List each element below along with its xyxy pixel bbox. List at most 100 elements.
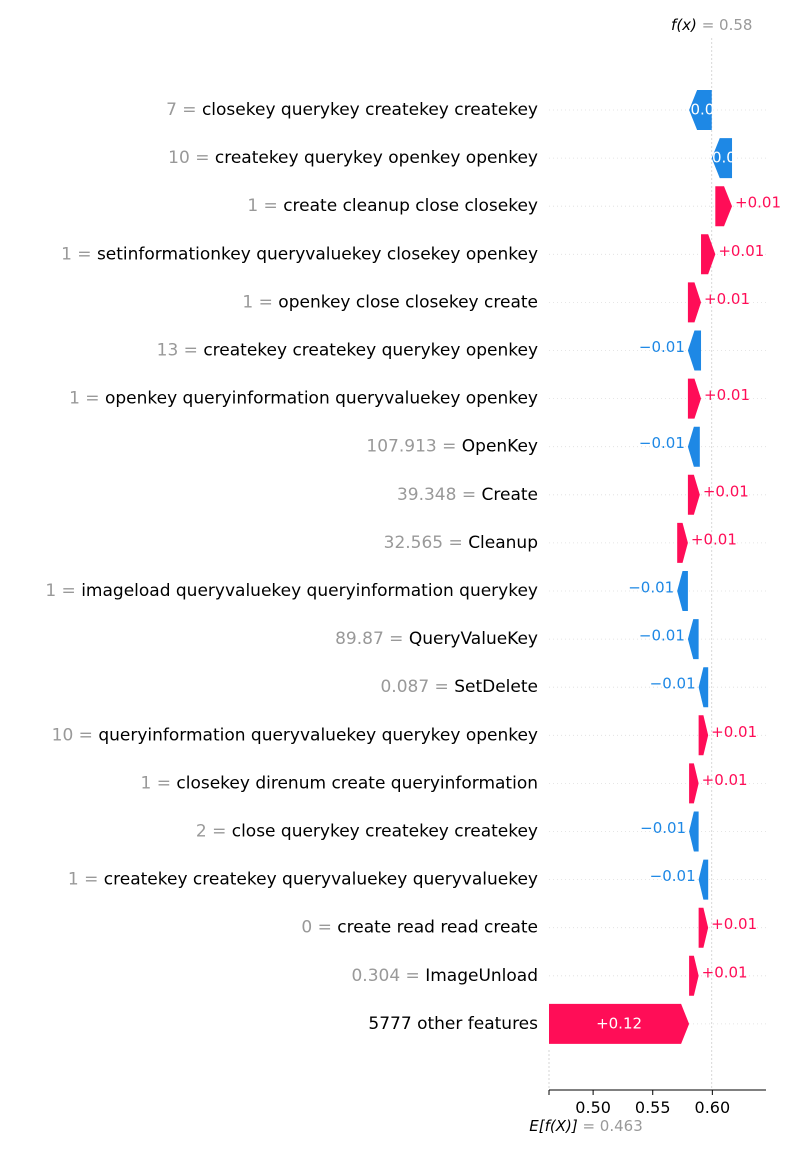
feature-value: 0.304 = bbox=[351, 966, 425, 986]
bar-value-label: +0.01 bbox=[711, 915, 757, 933]
annotations: f(x) = 0.58 E[f(X)] = 0.463 bbox=[529, 16, 752, 1135]
feature-name: openkey queryinformation queryvaluekey o… bbox=[105, 389, 538, 409]
bars: 0.0 0.0 +0.01 +0.01 +0.01 −0.01 +0.01 −0.01 +0.0… bbox=[549, 90, 781, 1044]
feature-value: 1 = bbox=[68, 870, 104, 890]
feature-label: 1 = imageload queryvaluekey queryinforma… bbox=[45, 581, 538, 601]
feature-name: close querykey createkey createkey bbox=[232, 822, 538, 842]
feature-label: 10 = queryinformation queryvaluekey quer… bbox=[52, 725, 538, 745]
bar bbox=[689, 763, 699, 804]
fx-value: = 0.58 bbox=[697, 16, 753, 34]
feature-value: 1 = bbox=[242, 292, 278, 312]
bar-value-label: +0.01 bbox=[711, 723, 757, 741]
feature-label: 0.304 = ImageUnload bbox=[351, 966, 538, 986]
bar bbox=[689, 955, 699, 996]
feature-label: 0.087 = SetDelete bbox=[380, 677, 538, 697]
feature-name: QueryValueKey bbox=[409, 629, 538, 649]
feature-label: 32.565 = Cleanup bbox=[384, 533, 538, 553]
gridlines bbox=[548, 38, 766, 1090]
feature-label: 7 = closekey querykey createkey createke… bbox=[166, 100, 538, 120]
feature-name: create cleanup close closekey bbox=[283, 196, 538, 216]
feature-value: 1 = bbox=[45, 581, 81, 601]
feature-value: 2 = bbox=[196, 822, 232, 842]
feature-label: 0 = create read read create bbox=[301, 918, 538, 938]
bar-value-label: −0.01 bbox=[640, 819, 686, 837]
bar bbox=[689, 90, 712, 130]
bar-value-label: +0.01 bbox=[703, 482, 749, 500]
bar bbox=[687, 378, 702, 419]
bar-value-label: +0.01 bbox=[704, 386, 750, 404]
bar bbox=[687, 426, 700, 467]
bar-value-label: −0.01 bbox=[650, 867, 696, 885]
feature-name: imageload queryvaluekey queryinformation… bbox=[81, 581, 538, 601]
x-tick-label: 0.60 bbox=[695, 1098, 731, 1117]
feature-name: setinformationkey queryvaluekey closekey… bbox=[97, 244, 538, 264]
feature-label: 1 = create cleanup close closekey bbox=[247, 196, 538, 216]
feature-label: 1 = closekey direnum create queryinforma… bbox=[141, 773, 538, 793]
base-label: E[f(X)] bbox=[529, 1117, 578, 1135]
bar-value-label: +0.01 bbox=[702, 963, 748, 981]
feature-name: create read read create bbox=[337, 918, 538, 938]
bar-value-label: +0.01 bbox=[735, 194, 781, 212]
x-tick-label: 0.50 bbox=[575, 1098, 611, 1117]
feature-label: 1 = setinformationkey queryvaluekey clos… bbox=[61, 244, 538, 264]
feature-name: ImageUnload bbox=[425, 966, 538, 986]
feature-name: createkey createkey queryvaluekey queryv… bbox=[104, 870, 538, 890]
bar bbox=[677, 522, 688, 563]
fx-label: f(x) bbox=[671, 16, 697, 34]
feature-value: 107.913 = bbox=[366, 437, 461, 457]
bar bbox=[687, 282, 702, 323]
feature-name: Cleanup bbox=[468, 533, 538, 553]
feature-name: Create bbox=[482, 485, 539, 505]
feature-name: closekey querykey createkey createkey bbox=[202, 100, 538, 120]
bar-value-label: 0.0 bbox=[690, 101, 714, 119]
feature-value: 39.348 = bbox=[397, 485, 482, 505]
feature-value: 1 = bbox=[61, 244, 97, 264]
feature-value: 0 = bbox=[301, 918, 337, 938]
bar bbox=[698, 907, 709, 948]
x-axis: 0.50 0.55 0.60 bbox=[548, 1089, 766, 1117]
bar-value-label: +0.12 bbox=[596, 1014, 642, 1032]
feature-value: 1 = bbox=[69, 389, 105, 409]
bar-value-label: −0.01 bbox=[628, 579, 674, 597]
feature-name: SetDelete bbox=[454, 677, 538, 697]
bar-value-label: −0.01 bbox=[639, 338, 685, 356]
feature-value: 0.087 = bbox=[380, 677, 454, 697]
feature-value: 13 = bbox=[157, 341, 204, 361]
feature-name: openkey close closekey create bbox=[278, 292, 538, 312]
bar bbox=[698, 667, 709, 708]
feature-name: OpenKey bbox=[462, 437, 538, 457]
bar-value-label: +0.01 bbox=[718, 242, 764, 260]
bar-value-label: +0.01 bbox=[702, 771, 748, 789]
feature-label: 1 = openkey close closekey create bbox=[242, 292, 538, 312]
fx-annotation: f(x) = 0.58 bbox=[671, 16, 752, 34]
bar-value-label: −0.01 bbox=[639, 434, 685, 452]
bar bbox=[701, 234, 716, 275]
bar bbox=[687, 474, 700, 515]
bar bbox=[677, 571, 688, 611]
feature-label: 2 = close querykey createkey createkey bbox=[196, 822, 538, 842]
bar bbox=[689, 811, 699, 852]
feature-label: 107.913 = OpenKey bbox=[366, 437, 538, 457]
feature-value: 10 = bbox=[168, 148, 215, 168]
x-tick-label: 0.55 bbox=[635, 1098, 671, 1117]
feature-label: 1 = createkey createkey queryvaluekey qu… bbox=[68, 870, 538, 890]
feature-label: 1 = openkey queryinformation queryvaluek… bbox=[69, 389, 538, 409]
feature-value: 7 = bbox=[166, 100, 202, 120]
bar bbox=[711, 138, 733, 179]
feature-value: 89.87 = bbox=[335, 629, 409, 649]
feature-name: queryinformation queryvaluekey querykey … bbox=[98, 725, 538, 745]
base-value: = 0.463 bbox=[578, 1117, 643, 1135]
bar-value-label: +0.01 bbox=[704, 290, 750, 308]
feature-name: closekey direnum create queryinformation bbox=[176, 773, 538, 793]
feature-label: 10 = createkey querykey openkey openkey bbox=[168, 148, 538, 168]
feature-value: 1 = bbox=[141, 773, 177, 793]
feature-label: 39.348 = Create bbox=[397, 485, 538, 505]
feature-label: 89.87 = QueryValueKey bbox=[335, 629, 538, 649]
feature-value: 32.565 = bbox=[384, 533, 469, 553]
feature-name: createkey createkey querykey openkey bbox=[203, 341, 538, 361]
bar-value-label: −0.01 bbox=[639, 627, 685, 645]
bar bbox=[549, 1003, 690, 1044]
base-annotation: E[f(X)] = 0.463 bbox=[529, 1117, 643, 1135]
feature-value: 10 = bbox=[52, 725, 99, 745]
